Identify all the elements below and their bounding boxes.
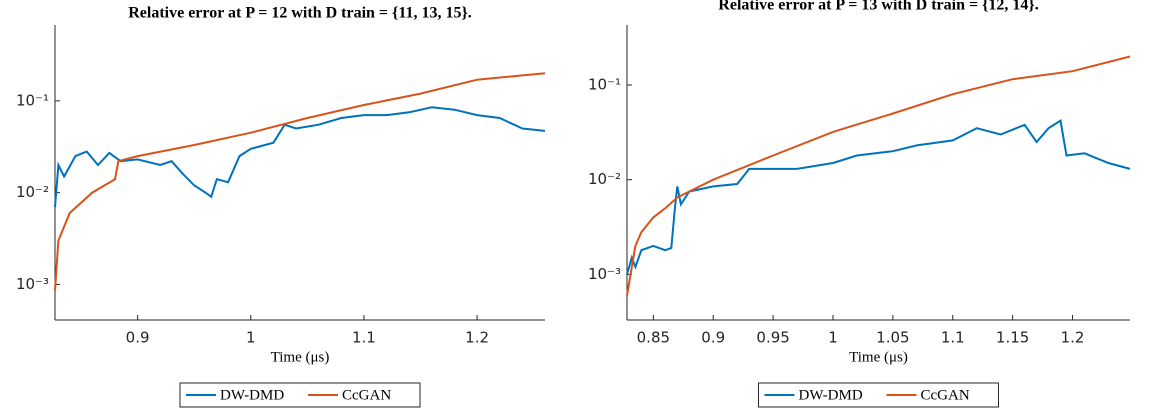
x-tick-label: 1.15 bbox=[996, 329, 1029, 347]
chart-title: Relative error at P = 12 with D train = … bbox=[128, 5, 472, 22]
x-tick-label: 1 bbox=[246, 329, 256, 347]
x-tick-label: 0.9 bbox=[126, 329, 150, 347]
x-tick-label: 1.1 bbox=[352, 329, 376, 347]
subplot: Relative error at P = 12 with D train = … bbox=[16, 5, 546, 408]
x-axis-label: Time (μs) bbox=[849, 349, 908, 365]
legend-box bbox=[758, 382, 999, 408]
legend-box bbox=[179, 382, 421, 408]
line bbox=[626, 119, 1131, 275]
x-tick-label: 1.2 bbox=[1061, 329, 1085, 347]
y-tick-label: 10⁻² bbox=[588, 170, 621, 188]
subplot: Relative error at P = 13 with D train = … bbox=[588, 0, 1131, 408]
x-tick-label: 1.05 bbox=[876, 329, 909, 347]
x-tick-label: 1.1 bbox=[941, 329, 965, 347]
chart-title: Relative error at P = 13 with D train = … bbox=[718, 0, 1038, 14]
line bbox=[54, 72, 546, 291]
line bbox=[54, 106, 546, 207]
x-tick-label: 1 bbox=[828, 329, 838, 347]
x-tick-label: 0.9 bbox=[701, 329, 725, 347]
legend-label: DW-DMD bbox=[220, 387, 284, 403]
legend-label: DW-DMD bbox=[799, 387, 863, 403]
x-tick-label: 0.95 bbox=[756, 329, 789, 347]
y-tick-label: 10⁻³ bbox=[588, 265, 621, 283]
x-tick-label: 1.2 bbox=[465, 329, 489, 347]
legend-label: CcGAN bbox=[342, 387, 391, 403]
y-tick-label: 10⁻² bbox=[16, 183, 49, 201]
x-axis-label: Time (μs) bbox=[271, 349, 330, 365]
y-tick-label: 10⁻¹ bbox=[588, 75, 621, 93]
x-tick-label: 0.85 bbox=[637, 329, 670, 347]
legend-label: CcGAN bbox=[921, 387, 970, 403]
line bbox=[626, 55, 1131, 296]
y-tick-label: 10⁻¹ bbox=[16, 91, 49, 109]
y-tick-label: 10⁻³ bbox=[16, 275, 49, 293]
